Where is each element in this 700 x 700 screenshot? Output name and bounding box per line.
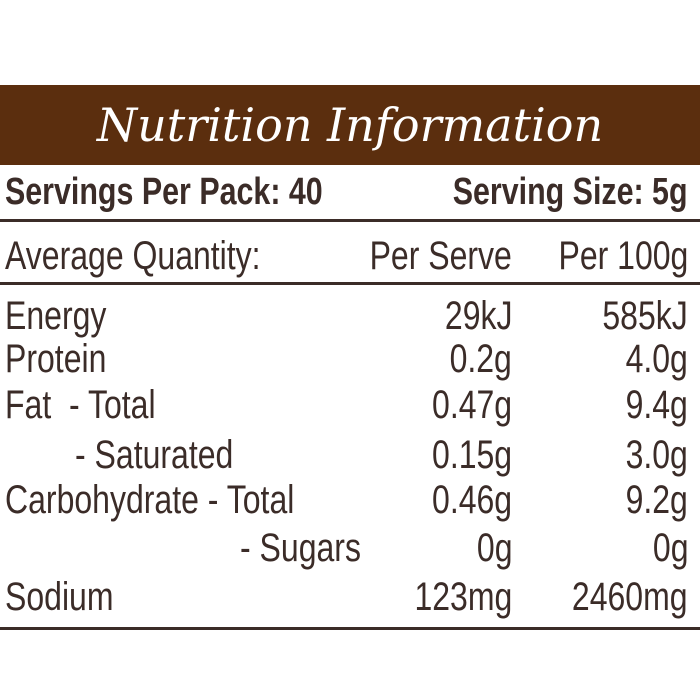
per-100g: 9.4g — [625, 383, 688, 427]
per-100g: 3.0g — [625, 433, 688, 477]
per-100g: 9.2g — [625, 478, 688, 522]
per-100g: 0g — [652, 526, 688, 570]
rule — [0, 627, 700, 630]
per-100g: 2460mg — [572, 575, 688, 619]
nutrient-label: Sodium — [5, 575, 114, 619]
servings-per-pack: Servings Per Pack: 40 — [5, 171, 323, 213]
nutrient-label: Carbohydrate - Total — [5, 478, 295, 522]
column-header: Average Quantity: — [5, 234, 261, 278]
rule — [0, 282, 700, 285]
per-100g: 585kJ — [602, 294, 688, 338]
per-serve: 123mg — [414, 575, 512, 619]
title: Nutrition Information — [96, 98, 604, 152]
column-header: Per 100g — [558, 234, 688, 278]
per-serve: 0.15g — [431, 433, 512, 477]
nutrient-label: - Saturated — [75, 433, 234, 477]
per-100g: 4.0g — [625, 337, 688, 381]
title-band — [0, 85, 700, 165]
per-serve: 0.46g — [431, 478, 512, 522]
nutrient-label: - Sugars — [240, 526, 361, 570]
serving-size: Serving Size: 5g — [453, 171, 688, 213]
per-serve: 0g — [476, 526, 512, 570]
per-serve: 0.47g — [431, 383, 512, 427]
per-serve: 0.2g — [449, 337, 512, 381]
nutrient-label: Energy — [5, 294, 107, 338]
column-header: Per Serve — [369, 234, 512, 278]
nutrient-label: Protein — [5, 337, 107, 381]
nutrient-label: Fat - Total — [5, 383, 156, 427]
per-serve: 29kJ — [444, 294, 512, 338]
rule — [0, 219, 700, 222]
